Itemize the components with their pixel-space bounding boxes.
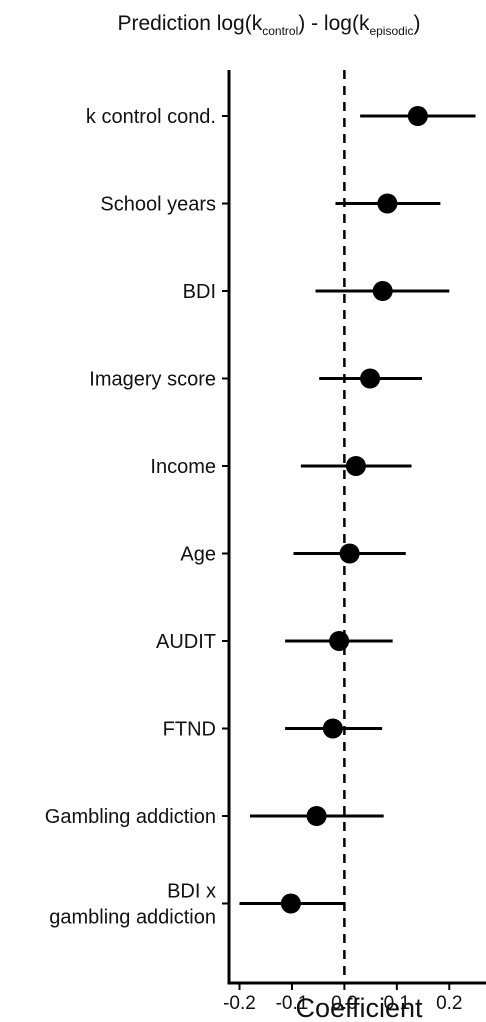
category-label: School years <box>100 194 216 216</box>
category-label: k control cond. <box>86 106 216 128</box>
estimate-point <box>322 718 343 739</box>
x-tick-label: -0.2 <box>223 993 256 1014</box>
x-tick-label: 0.1 <box>384 993 410 1014</box>
chart-title: Prediction log(kcontrol) - log(kepisodic… <box>118 12 421 38</box>
category-label: BDI x <box>167 881 216 903</box>
category-label: FTND <box>163 719 216 741</box>
category-label: Age <box>180 544 216 566</box>
x-axis-title: Coefficient <box>295 993 423 1022</box>
category-label: Income <box>150 456 216 478</box>
estimate-point <box>329 631 350 651</box>
estimate-point <box>372 281 393 301</box>
estimate-point <box>345 456 366 476</box>
plot-area: -0.2 -0.1 0.0 0.1 0.2 k control cond. School y… <box>45 70 486 1014</box>
category-label: AUDIT <box>156 631 216 653</box>
title-subscript-control: control <box>262 24 298 38</box>
estimate-point <box>306 806 327 826</box>
estimate-point <box>377 193 398 214</box>
estimate-point <box>280 893 301 914</box>
category-label: gambling addiction <box>49 907 216 929</box>
category-label: BDI <box>183 281 216 303</box>
title-prefix: Prediction log(k <box>118 12 263 35</box>
title-subscript-episodic: episodic <box>369 24 413 38</box>
x-tick-label: 0.2 <box>436 993 462 1014</box>
x-tick-label: 0.0 <box>331 993 357 1014</box>
category-label: Gambling addiction <box>45 806 216 828</box>
estimate-point <box>407 106 428 126</box>
title-middle: ) - log(k <box>298 12 370 35</box>
estimate-point <box>360 368 381 389</box>
x-tick-label: -0.1 <box>276 993 309 1014</box>
category-label: Imagery score <box>89 369 216 391</box>
estimate-point <box>339 543 360 564</box>
title-suffix: ) <box>413 12 420 35</box>
